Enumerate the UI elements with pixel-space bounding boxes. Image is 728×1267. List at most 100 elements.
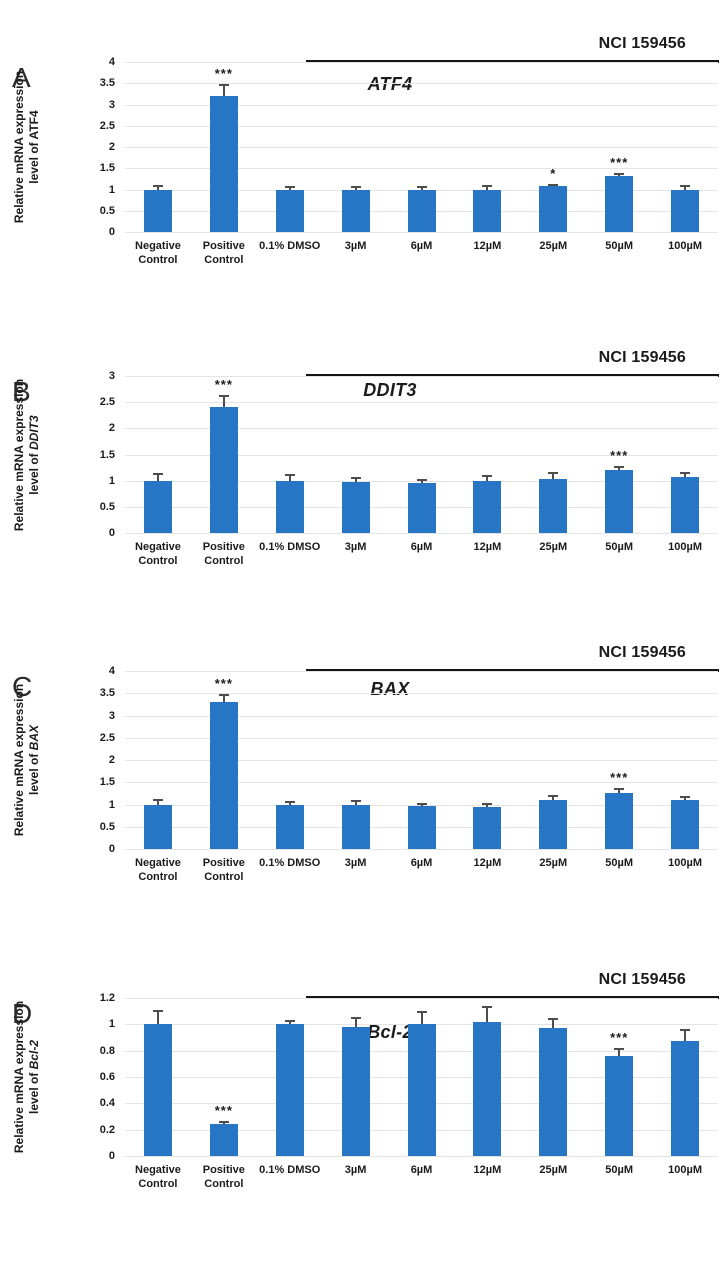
- category-label: 100µM: [668, 541, 702, 553]
- y-axis-ticks: 4 3.5 3 2.5 2 1.5 1 0.5 0: [69, 665, 115, 855]
- y-tick-label: 0.6: [99, 1071, 115, 1083]
- category-label: 50µM: [605, 541, 634, 553]
- y-axis-label: Relative mRNA expression level of Bcl-2: [12, 1000, 41, 1154]
- y-tick-label: 0.4: [99, 1097, 115, 1110]
- category-label: Negative Control: [135, 1164, 181, 1191]
- bar: [275, 1024, 304, 1156]
- gridline: [125, 671, 718, 672]
- y-tick-label: 2.5: [99, 396, 115, 409]
- significance-stars: ***: [610, 1030, 629, 1046]
- category-label: 50µM: [605, 1164, 634, 1176]
- y-axis-ticks: 3 2.5 2 1.5 1 0.5 0: [69, 370, 115, 539]
- error-bar-cap: [614, 788, 625, 791]
- y-tick-label: 4: [108, 56, 115, 68]
- error-bar: [222, 84, 225, 96]
- gridline: [125, 782, 718, 784]
- bar-group: [323, 998, 389, 1156]
- error-bar-cap: [680, 472, 691, 475]
- bar: [605, 470, 634, 533]
- treatment-bracket-line: [305, 374, 719, 377]
- category-label: Positive Control: [202, 541, 245, 568]
- error-bar-cap: [350, 185, 361, 188]
- y-axis-label: Relative mRNA expression level of ATF4: [12, 70, 41, 224]
- bar: [407, 1024, 436, 1156]
- category-label: 0.1% DMSO: [259, 541, 321, 553]
- y-tick-label: 1.5: [99, 162, 115, 175]
- category-label: 6µM: [410, 541, 433, 553]
- bar: [209, 1124, 238, 1156]
- bar: [539, 1028, 568, 1156]
- error-bar: [354, 1017, 357, 1027]
- x-axis-labels: Negative Control Positive Control 0.1% DMS…: [125, 849, 718, 885]
- y-tick-label: 1: [108, 1018, 115, 1031]
- category-label: 100µM: [668, 1164, 702, 1176]
- gridline: [125, 83, 718, 85]
- bar-group: [125, 376, 191, 533]
- y-axis-gutter: Relative mRNA expression level of ATF4 4…: [0, 56, 125, 238]
- bar: [143, 804, 172, 849]
- category-label: 3µM: [344, 541, 367, 553]
- bar: [473, 1021, 502, 1156]
- error-bar: [354, 477, 357, 482]
- bar-group: [323, 376, 389, 533]
- error-bar-cap: [350, 799, 361, 802]
- error-bar-cap: [284, 801, 295, 804]
- bar: [341, 1026, 370, 1156]
- error-bar: [618, 467, 621, 471]
- category-label: 3µM: [344, 1164, 367, 1176]
- error-bar-cap: [482, 475, 493, 478]
- gridline: [125, 62, 718, 63]
- error-bar-cap: [482, 803, 493, 806]
- gridline: [125, 849, 718, 850]
- error-bar-cap: [152, 473, 163, 476]
- plot-area: NCI 159456 *** ***: [125, 971, 719, 1157]
- y-tick-label: 0: [108, 527, 115, 539]
- bar: [407, 190, 436, 232]
- bar-group: [323, 62, 389, 232]
- significance-stars: ***: [610, 448, 629, 464]
- error-bar-cap: [614, 172, 625, 175]
- panel-c: C BAX Relative mRNA expression level of …: [0, 644, 728, 936]
- bar: [605, 175, 634, 232]
- gridline: [125, 760, 718, 761]
- bar: [407, 805, 436, 849]
- y-tick-label: 0.5: [99, 204, 115, 217]
- error-bar-cap: [482, 1006, 493, 1009]
- category-label: 25µM: [539, 857, 568, 869]
- significance-stars: ***: [214, 1102, 233, 1118]
- bar-group: [125, 62, 191, 232]
- error-bar: [684, 185, 687, 190]
- gridline: [125, 232, 718, 233]
- bar-group: ***: [191, 998, 257, 1156]
- y-tick-label: 0.8: [99, 1044, 115, 1057]
- bar: [539, 479, 568, 533]
- significance-stars: *: [550, 165, 557, 181]
- bar-group: [652, 62, 718, 232]
- gridline: [125, 402, 718, 404]
- error-bar: [486, 804, 489, 807]
- category-label: 0.1% DMSO: [259, 1164, 321, 1176]
- error-bar-cap: [548, 183, 559, 186]
- error-bar: [288, 1021, 291, 1025]
- y-tick-label: 1.5: [99, 448, 115, 461]
- error-bar: [618, 1049, 621, 1056]
- error-bar-cap: [284, 185, 295, 188]
- error-bar: [420, 186, 423, 191]
- y-tick-label: 3: [108, 709, 115, 722]
- y-tick-label: 0: [108, 226, 115, 238]
- y-tick-label: 3.5: [99, 687, 115, 700]
- error-bar: [486, 1007, 489, 1022]
- y-tick-label: 1.5: [99, 776, 115, 789]
- error-bar-cap: [218, 83, 229, 86]
- bars: *** ***: [125, 671, 718, 849]
- gridline: [125, 693, 718, 695]
- category-label: Negative Control: [135, 857, 181, 884]
- category-label: 6µM: [410, 857, 433, 869]
- bar-group: [389, 376, 455, 533]
- error-bar: [420, 479, 423, 483]
- y-tick-label: 2.5: [99, 731, 115, 744]
- x-axis-labels: Negative Control Positive Control 0.1% DMS…: [125, 1156, 718, 1192]
- category-label: 50µM: [605, 857, 634, 869]
- bar-group: [454, 376, 520, 533]
- bar-group: [257, 376, 323, 533]
